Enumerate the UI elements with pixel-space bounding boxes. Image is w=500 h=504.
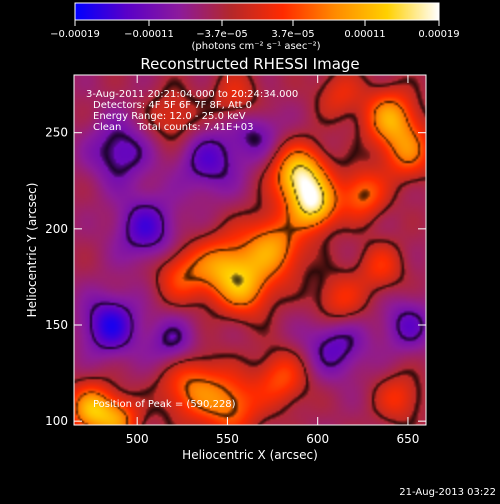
annotation-total-counts: Clean Total counts: 7.41E+03 (93, 122, 253, 133)
colorbar-tick-label: −0.00011 (124, 29, 174, 40)
plot-area (74, 75, 426, 425)
y-axis-label: Heliocentric Y (arcsec) (25, 183, 39, 318)
heatmap-image (74, 75, 426, 425)
x-tick-label: 600 (306, 432, 329, 446)
chart-title: Reconstructed RHESSI Image (140, 55, 359, 73)
colorbar-tick-label: 0.00011 (344, 29, 385, 40)
annotation-detectors: Detectors: 4F 5F 6F 7F 8F, Att 0 (93, 100, 252, 111)
x-tick-label: 500 (126, 432, 149, 446)
x-tick-label: 650 (396, 432, 419, 446)
x-axis-label: Heliocentric X (arcsec) (182, 448, 318, 462)
x-tick-label: 550 (216, 432, 239, 446)
y-tick-label: 200 (45, 222, 68, 236)
y-tick-label: 250 (45, 126, 68, 140)
y-axis-ticks: 100 150 200 250 (45, 126, 426, 428)
colorbar-ticks: −0.00019 −0.00011 −3.7e−05 3.7e−05 0.00011 0.… (50, 20, 460, 40)
annotation-peak-position: Position of Peak = (590,228) (93, 399, 236, 410)
colorbar-units: (photons cm⁻² s⁻¹ asec⁻²) (191, 41, 320, 52)
x-axis-ticks: 500 550 600 650 (126, 75, 419, 446)
annotation-energy-range: Energy Range: 12.0 - 25.0 keV (93, 111, 246, 122)
plot-frame (73, 74, 427, 426)
annotation-block: 3-Aug-2011 20:21:04.000 to 20:24:34.000 … (86, 89, 298, 410)
colorbar-tick-label: 3.7e−05 (271, 29, 314, 40)
y-tick-label: 100 (45, 414, 68, 428)
colorbar-tick-label: 0.00019 (418, 29, 459, 40)
colorbar (74, 2, 440, 21)
annotation-time-range: 3-Aug-2011 20:21:04.000 to 20:24:34.000 (86, 89, 298, 100)
y-tick-label: 150 (45, 318, 68, 332)
colorbar-tick-label: −3.7e−05 (196, 29, 248, 40)
footer-date: 21-Aug-2013 03:22 (399, 487, 496, 498)
colorbar-tick-label: −0.00019 (50, 29, 100, 40)
